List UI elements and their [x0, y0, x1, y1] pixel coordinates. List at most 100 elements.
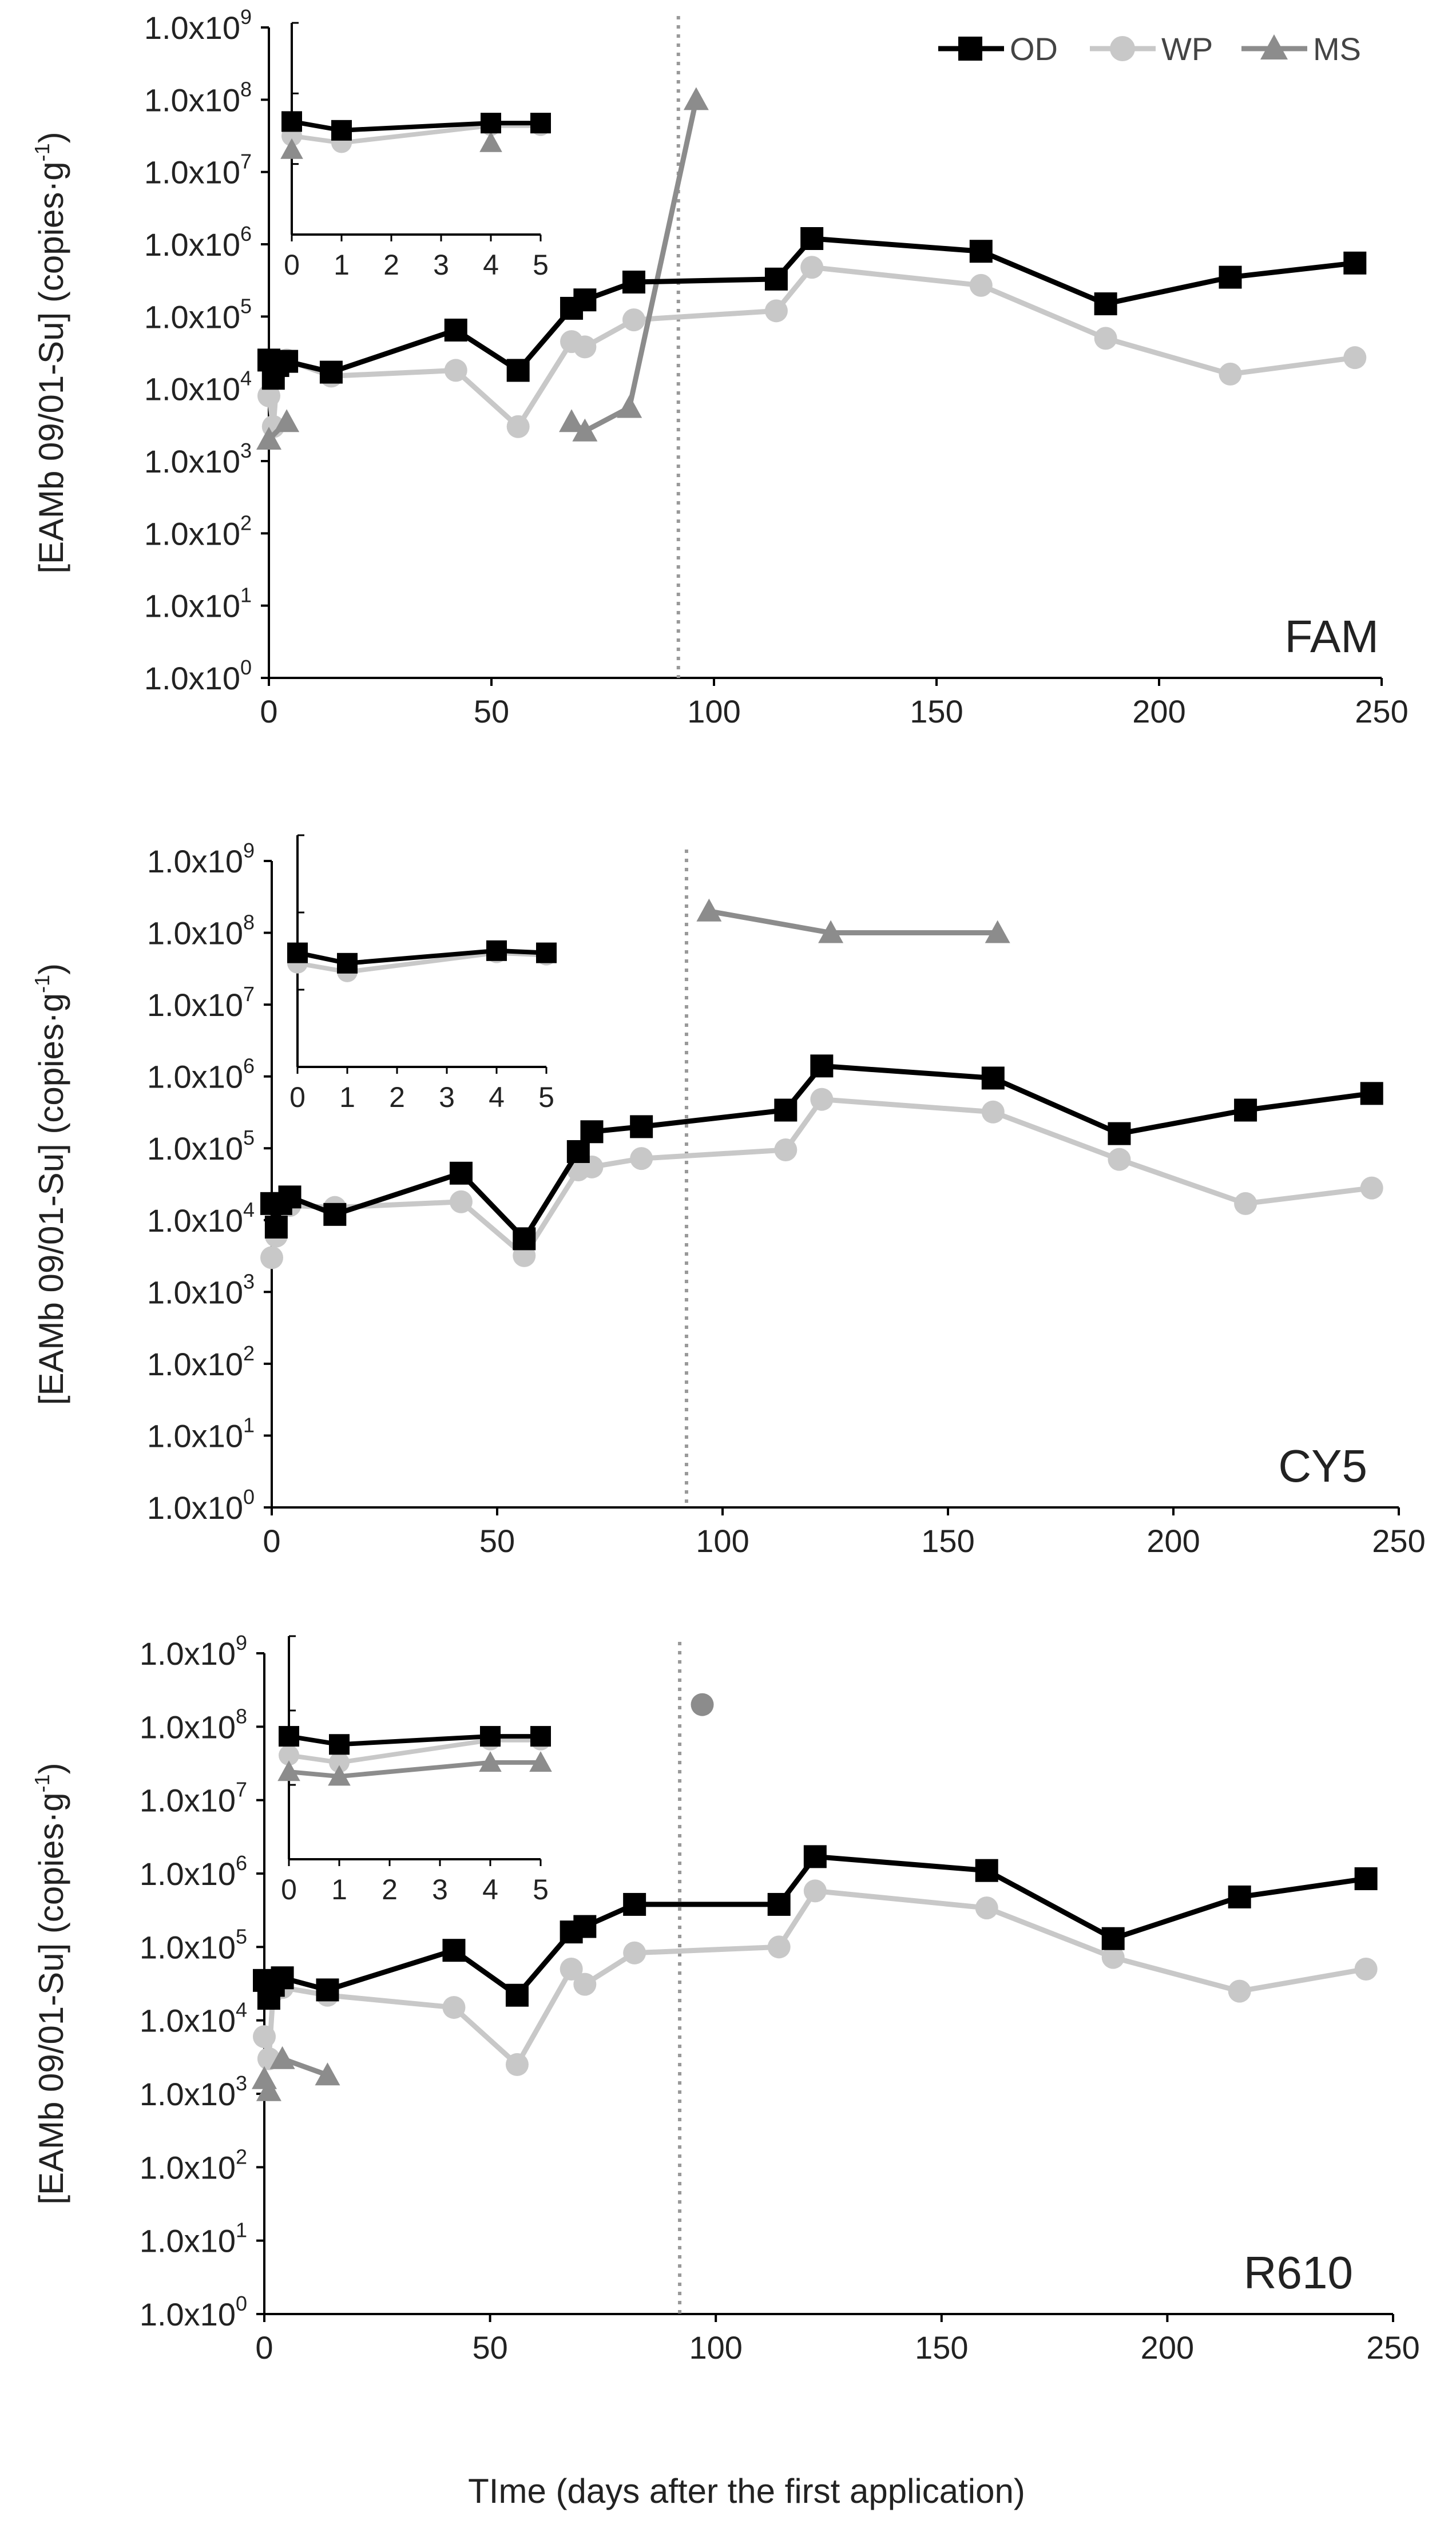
series-wp-point-5 — [442, 1996, 466, 2019]
panel-label: CY5 — [1278, 1440, 1367, 1491]
legend-ms-label: MS — [1313, 31, 1361, 67]
series-od-point-13 — [1108, 1122, 1131, 1145]
inset-x-tick-label-0: 0 — [281, 1874, 297, 1906]
inset-series-od-point-0 — [287, 942, 308, 963]
y-tick-label-5: 1.0x105 — [147, 1126, 255, 1166]
y-tick-exponent: 5 — [240, 294, 252, 318]
inset-series-od-point-0 — [281, 111, 302, 132]
series-wp-point-0 — [260, 1246, 283, 1269]
inset-x-tick-label-1: 1 — [334, 249, 350, 281]
inset-x-tick-label-2: 2 — [383, 249, 399, 281]
y-tick-exponent: 4 — [236, 1998, 247, 2022]
y-tick-exponent: 5 — [243, 1126, 255, 1149]
x-tick-label-3: 150 — [910, 693, 963, 729]
series-od-point-5 — [449, 1161, 473, 1185]
x-tick-label-4: 200 — [1146, 1523, 1200, 1559]
x-tick-label-1: 50 — [474, 693, 509, 729]
y-tick-exponent: 7 — [236, 1778, 247, 1801]
series-od-point-12 — [969, 240, 993, 263]
series-wp-point-9 — [622, 308, 645, 332]
series-ms-seg0-point-0 — [252, 2066, 277, 2089]
y-tick-exponent: 2 — [243, 1342, 255, 1365]
inset-x-tick-label-1: 1 — [339, 1081, 355, 1113]
y-tick-label-6: 1.0x106 — [140, 1851, 247, 1892]
y-tick-label-0: 1.0x100 — [140, 2292, 247, 2332]
y-tick-label-4: 1.0x104 — [147, 1198, 255, 1239]
y-axis-title-exponent: -1 — [30, 1774, 54, 1792]
x-tick-label-5: 250 — [1355, 693, 1408, 729]
series-ms-seg0-point-1 — [274, 409, 300, 432]
inset-series-ms-point-2 — [479, 1751, 502, 1772]
y-tick-exponent: 6 — [243, 1054, 255, 1078]
y-tick-label-2: 1.0x102 — [147, 1342, 255, 1382]
inset-series-od-point-1 — [337, 953, 358, 974]
legend-wp-label: WP — [1161, 31, 1213, 67]
panel-cy5: 1.0x100 1.0x101 1.0x102 1.0x103 1.0x104 1.0x1… — [30, 834, 1426, 1559]
series-wp-point-11 — [803, 1879, 827, 1903]
x-axis-title: TIme (days after the first application) — [468, 2472, 1025, 2510]
y-tick-exponent: 1 — [236, 2219, 247, 2242]
series-ms-seg1-point-0 — [269, 2046, 295, 2069]
y-tick-label-0: 1.0x100 — [147, 1485, 255, 1526]
series-od-point-4 — [316, 1978, 339, 2002]
series-wp-point-14 — [1228, 1979, 1251, 2003]
inset-x-tick-label-2: 2 — [382, 1874, 398, 1906]
series-wp-point-11 — [800, 256, 824, 279]
series-od-point-9 — [622, 271, 645, 294]
series-od-point-6 — [506, 359, 530, 382]
series-od-point-6 — [505, 1983, 529, 2007]
inset-chart: 0 1 2 3 4 5 — [280, 22, 551, 281]
inset-series-od-point-3 — [530, 1726, 551, 1747]
x-tick-label-2: 100 — [687, 693, 740, 729]
series-od-point-11 — [810, 1054, 834, 1078]
series-ms-seg0-point-1 — [256, 2078, 281, 2101]
outlier-point — [691, 1693, 714, 1716]
panel-fam: 1.0x100 1.0x101 1.0x102 1.0x103 1.0x104 1.0x1… — [30, 5, 1409, 729]
x-tick-label-4: 200 — [1132, 693, 1185, 729]
y-axis-title-exponent: -1 — [30, 143, 54, 161]
x-tick-label-5: 250 — [1366, 2329, 1419, 2366]
series-wp-point-12 — [969, 273, 993, 297]
series-wp-point-5 — [444, 359, 467, 382]
series-wp-point-10 — [764, 299, 788, 323]
y-axis-title: [EAMb 09/01-Su] (copies·g-1) — [30, 963, 70, 1405]
y-tick-label-5: 1.0x105 — [140, 1924, 247, 1965]
inset-series-od-point-2 — [480, 1726, 501, 1747]
series-wp-line — [266, 264, 1355, 430]
x-tick-label-2: 100 — [696, 1523, 749, 1559]
y-tick-label-7: 1.0x107 — [147, 982, 255, 1023]
series-ms-seg0-line — [708, 908, 998, 936]
inset-series-ms-point-0 — [277, 1760, 300, 1781]
inset-x-tick-label-3: 3 — [432, 1874, 448, 1906]
series-ms-seg1-point-2 — [617, 395, 642, 418]
y-tick-label-1: 1.0x101 — [144, 584, 252, 624]
inset-series-od-point-3 — [536, 942, 557, 963]
y-axis-title: [EAMb 09/01-Su] (copies·g-1) — [30, 1763, 70, 2204]
series-od-point-3 — [271, 1966, 294, 1990]
series-od-point-5 — [442, 1939, 466, 1962]
series-wp-point-15 — [1360, 1176, 1383, 1200]
series-od-point-10 — [767, 1892, 791, 1916]
x-tick-label-5: 250 — [1372, 1523, 1425, 1559]
series-od-line — [261, 1854, 1367, 2001]
series-wp-point-14 — [1234, 1192, 1257, 1215]
y-tick-exponent: 4 — [243, 1198, 255, 1221]
series-wp-line — [261, 1888, 1367, 2067]
series-od-point-3 — [278, 1185, 301, 1209]
series-od-point-9 — [630, 1115, 653, 1138]
series-wp-point-0 — [253, 2025, 276, 2049]
series-wp-point-5 — [449, 1190, 473, 1213]
y-axis-title-end: ) — [32, 132, 70, 143]
y-tick-exponent: 2 — [236, 2145, 247, 2168]
series-wp-point-0 — [257, 384, 280, 407]
series-wp-point-12 — [975, 1896, 998, 1920]
y-tick-label-7: 1.0x107 — [144, 150, 252, 191]
series-wp-point-10 — [774, 1138, 798, 1162]
series-od-point-4 — [323, 1203, 347, 1226]
series-wp-point-13 — [1094, 327, 1117, 350]
series-ms-seg0-point-0 — [256, 426, 281, 450]
inset-series-wp-line — [288, 1737, 541, 1765]
legend-ms-marker — [1260, 34, 1288, 59]
series-od-point-14 — [1219, 265, 1242, 289]
y-tick-label-5: 1.0x105 — [144, 294, 252, 335]
